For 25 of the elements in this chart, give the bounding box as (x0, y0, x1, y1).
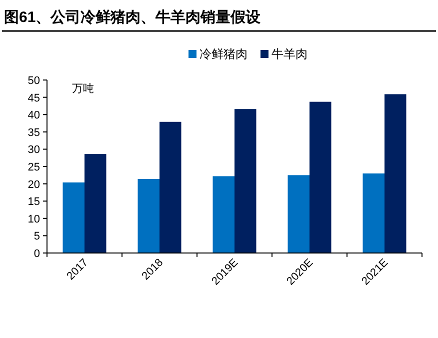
bar (384, 94, 406, 253)
y-tick-label: 0 (34, 248, 40, 260)
y-tick-label: 30 (28, 144, 40, 156)
legend-label: 牛羊肉 (272, 47, 308, 61)
bar (160, 122, 182, 253)
bar (288, 175, 310, 253)
bar (84, 154, 106, 253)
y-tick-label: 50 (28, 75, 40, 87)
y-tick-label: 35 (28, 126, 40, 139)
y-tick-label: 20 (28, 178, 40, 191)
y-tick-label: 10 (28, 213, 40, 226)
bar (310, 102, 332, 253)
y-tick-label: 25 (28, 162, 40, 174)
chart-title: 图61、公司冷鲜猪肉、牛羊肉销量假设 (4, 9, 262, 26)
y-tick-label: 40 (28, 110, 40, 122)
y-tick-label: 5 (34, 230, 40, 243)
bar (138, 178, 160, 253)
legend-label: 冷鲜猪肉 (200, 47, 248, 61)
y-tick-label: 45 (28, 92, 40, 104)
y-tick-label: 15 (28, 196, 40, 208)
bar (362, 173, 384, 253)
bar (234, 109, 256, 253)
bar (62, 182, 84, 253)
y-axis-title: 万吨 (72, 82, 94, 95)
bar (212, 176, 234, 253)
